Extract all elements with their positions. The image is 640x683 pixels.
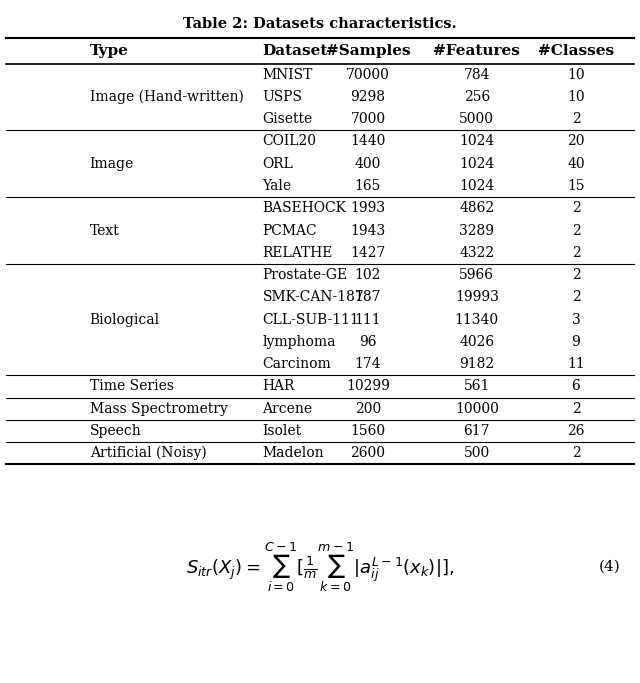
Text: 96: 96 (359, 335, 377, 349)
Text: (4): (4) (599, 560, 621, 574)
Text: Speech: Speech (90, 424, 141, 438)
Text: 102: 102 (355, 268, 381, 282)
Text: Dataset: Dataset (262, 44, 328, 57)
Text: 40: 40 (567, 157, 585, 171)
Text: 9298: 9298 (351, 90, 385, 104)
Text: 70000: 70000 (346, 68, 390, 82)
Text: 4862: 4862 (460, 201, 494, 215)
Text: 2: 2 (572, 268, 580, 282)
Text: Gisette: Gisette (262, 112, 313, 126)
Text: 4322: 4322 (460, 246, 494, 260)
Text: Text: Text (90, 223, 119, 238)
Text: Madelon: Madelon (262, 446, 324, 460)
Text: 10299: 10299 (346, 380, 390, 393)
Text: #Features: #Features (433, 44, 520, 57)
Text: Arcene: Arcene (262, 402, 312, 416)
Text: 6: 6 (572, 380, 580, 393)
Text: #Classes: #Classes (538, 44, 614, 57)
Text: 256: 256 (463, 90, 490, 104)
Text: 2: 2 (572, 446, 580, 460)
Text: 561: 561 (463, 380, 490, 393)
Text: Time Series: Time Series (90, 380, 173, 393)
Text: SMK-CAN-187: SMK-CAN-187 (262, 290, 364, 305)
Text: Artificial (Noisy): Artificial (Noisy) (90, 446, 206, 460)
Text: 1440: 1440 (350, 135, 386, 148)
Text: 3: 3 (572, 313, 580, 326)
Text: MNIST: MNIST (262, 68, 313, 82)
Text: PCMAC: PCMAC (262, 223, 317, 238)
Text: 500: 500 (463, 446, 490, 460)
Text: 1024: 1024 (459, 179, 495, 193)
Text: 784: 784 (463, 68, 490, 82)
Text: 1427: 1427 (350, 246, 386, 260)
Text: 165: 165 (355, 179, 381, 193)
Text: Image (Hand-written): Image (Hand-written) (90, 89, 243, 104)
Text: 4026: 4026 (460, 335, 494, 349)
Text: Image: Image (90, 157, 134, 171)
Text: 2: 2 (572, 112, 580, 126)
Text: 10: 10 (567, 90, 585, 104)
Text: 7000: 7000 (351, 112, 385, 126)
Text: 2: 2 (572, 201, 580, 215)
Text: #Samples: #Samples (326, 44, 410, 57)
Text: 1024: 1024 (459, 135, 495, 148)
Text: Prostate-GE: Prostate-GE (262, 268, 348, 282)
Text: 174: 174 (355, 357, 381, 371)
Text: Yale: Yale (262, 179, 292, 193)
Text: Biological: Biological (90, 313, 160, 326)
Text: 26: 26 (567, 424, 585, 438)
Text: Type: Type (90, 44, 129, 57)
Text: 3289: 3289 (460, 223, 494, 238)
Text: BASEHOCK: BASEHOCK (262, 201, 346, 215)
Text: 111: 111 (355, 313, 381, 326)
Text: ORL: ORL (262, 157, 293, 171)
Text: 10000: 10000 (455, 402, 499, 416)
Text: 2600: 2600 (351, 446, 385, 460)
Text: 5000: 5000 (460, 112, 494, 126)
Text: 1993: 1993 (351, 201, 385, 215)
Text: 5966: 5966 (460, 268, 494, 282)
Text: 2: 2 (572, 290, 580, 305)
Text: 10: 10 (567, 68, 585, 82)
Text: 11340: 11340 (455, 313, 499, 326)
Text: 9182: 9182 (460, 357, 494, 371)
Text: 200: 200 (355, 402, 381, 416)
Text: $S_{itr}(X_j) = \sum_{i=0}^{C-1}[\frac{1}{m}\sum_{k=0}^{m-1}|a_{ij}^{L-1}(x_k)|]: $S_{itr}(X_j) = \sum_{i=0}^{C-1}[\frac{1… (186, 540, 454, 594)
Text: 617: 617 (463, 424, 490, 438)
Text: Mass Spectrometry: Mass Spectrometry (90, 402, 227, 416)
Text: lymphoma: lymphoma (262, 335, 336, 349)
Text: 9: 9 (572, 335, 580, 349)
Text: Isolet: Isolet (262, 424, 301, 438)
Text: CLL-SUB-111: CLL-SUB-111 (262, 313, 359, 326)
Text: 1943: 1943 (350, 223, 386, 238)
Text: 187: 187 (355, 290, 381, 305)
Text: 2: 2 (572, 223, 580, 238)
Text: 11: 11 (567, 357, 585, 371)
Text: 2: 2 (572, 246, 580, 260)
Text: 1560: 1560 (351, 424, 385, 438)
Text: 2: 2 (572, 402, 580, 416)
Text: 19993: 19993 (455, 290, 499, 305)
Text: RELATHE: RELATHE (262, 246, 333, 260)
Text: 20: 20 (567, 135, 585, 148)
Text: Carcinom: Carcinom (262, 357, 331, 371)
Text: 400: 400 (355, 157, 381, 171)
Text: USPS: USPS (262, 90, 302, 104)
Text: HAR: HAR (262, 380, 295, 393)
Text: 15: 15 (567, 179, 585, 193)
Text: Table 2: Datasets characteristics.: Table 2: Datasets characteristics. (183, 17, 457, 31)
Text: COIL20: COIL20 (262, 135, 316, 148)
Text: 1024: 1024 (459, 157, 495, 171)
